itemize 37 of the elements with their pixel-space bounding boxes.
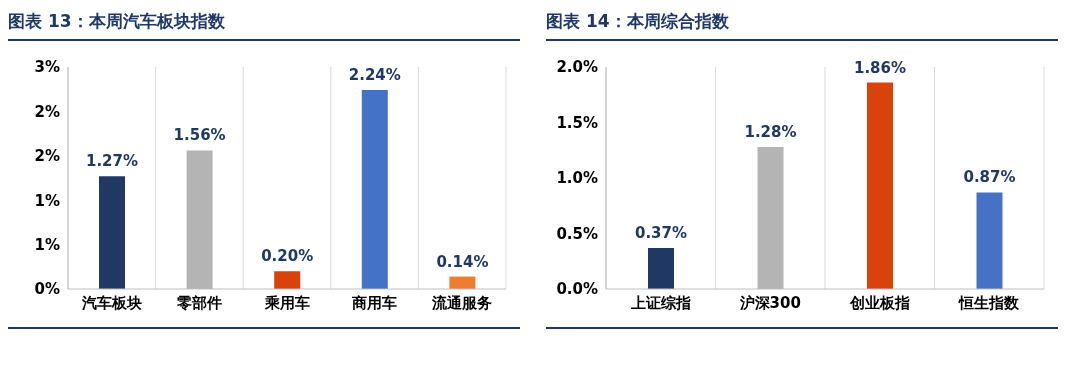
y-tick-label: 2.0% (556, 58, 598, 77)
x-tick-label: 上证综指 (629, 293, 691, 312)
x-tick-label: 创业板指 (848, 293, 910, 312)
y-tick-label: 0.0% (556, 280, 598, 299)
y-tick-label: 1.5% (556, 113, 598, 132)
y-tick-label: 3% (34, 58, 60, 77)
data-label: 1.86% (853, 58, 907, 77)
y-tick-label: 1% (34, 191, 60, 210)
y-tick-label: 2% (34, 147, 60, 166)
y-tick-label: 1% (34, 235, 60, 254)
data-label: 0.87% (963, 168, 1016, 187)
x-tick-label: 恒生指数 (958, 293, 1021, 312)
x-tick-label: 汽车板块 (80, 293, 142, 312)
data-label: 0.14% (436, 252, 489, 271)
y-tick-label: 2% (34, 102, 60, 121)
bar (361, 90, 388, 289)
data-label: 1.28% (744, 122, 797, 141)
x-tick-label: 商用车 (351, 293, 398, 312)
bar (867, 82, 893, 289)
y-tick-label: 0% (34, 280, 60, 299)
bar (99, 176, 125, 289)
x-tick-label: 乘用车 (263, 293, 310, 312)
data-label: 0.20% (261, 247, 314, 266)
chart-title: 图表 14：本周综合指数 (546, 8, 1058, 41)
bar (648, 247, 674, 289)
data-label: 1.27% (85, 152, 139, 171)
x-tick-label: 沪深300 (738, 293, 801, 312)
y-tick-label: 0.5% (556, 224, 598, 243)
bar (976, 192, 1003, 289)
y-tick-label: 1.0% (556, 169, 598, 188)
bar (274, 271, 301, 289)
chart-title: 图表 13：本周汽车板块指数 (8, 8, 520, 41)
data-label: 0.37% (634, 223, 688, 242)
x-tick-label: 流通服务 (431, 293, 493, 312)
data-label: 1.56% (173, 126, 226, 145)
x-tick-label: 零部件 (176, 293, 222, 312)
data-label: 2.24% (348, 66, 401, 85)
